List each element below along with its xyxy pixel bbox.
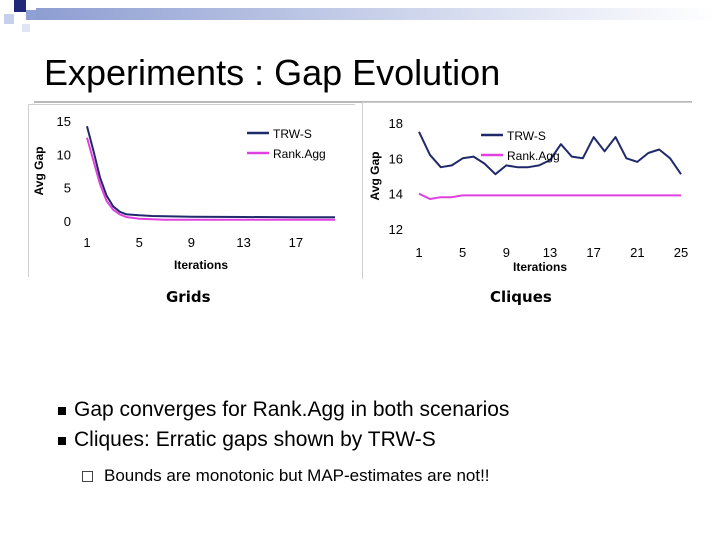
y-tick-label: 16 xyxy=(389,151,403,166)
x-tick-label: 25 xyxy=(674,245,688,260)
y-tick-label: 15 xyxy=(57,114,71,129)
corner-square-mid xyxy=(26,10,36,20)
x-tick-label: 1 xyxy=(83,235,90,250)
grids-chart-container: 0 5 10 15 1 5 9 13 17 Iterations Avg Gap TRW-S Rank.… xyxy=(28,104,355,277)
x-axis-label: Iterations xyxy=(513,260,567,274)
bullet-marker xyxy=(58,437,66,445)
cliques-chart-container: 12 14 16 18 1 5 9 13 17 21 25 Iterations Avg Gap TRW-… xyxy=(362,102,691,279)
x-tick-label: 9 xyxy=(188,235,195,250)
x-tick-label: 5 xyxy=(136,235,143,250)
legend-label: Rank.Agg xyxy=(273,147,326,161)
x-tick-label: 17 xyxy=(289,235,303,250)
series-line-rankagg xyxy=(86,137,335,221)
bullet-text: Gap converges for Rank.Agg in both scena… xyxy=(74,398,510,421)
y-axis-label: Avg Gap xyxy=(368,152,382,201)
x-tick-label: 17 xyxy=(586,245,600,260)
x-tick-label: 13 xyxy=(543,245,557,260)
corner-square-light xyxy=(4,14,14,24)
y-tick-label: 14 xyxy=(389,187,403,202)
x-axis-label: Iterations xyxy=(174,258,228,272)
series-line-trws xyxy=(418,131,682,176)
page-title: Experiments : Gap Evolution xyxy=(44,52,501,93)
series-line-trws xyxy=(86,126,335,219)
x-tick-label: 13 xyxy=(236,235,250,250)
y-tick-label: 0 xyxy=(64,214,71,229)
sub-bullet-text: Bounds are monotonic but MAP-estimates a… xyxy=(104,466,490,485)
y-axis-label: Avg Gap xyxy=(32,147,46,196)
x-tick-label: 21 xyxy=(630,245,644,260)
legend-label: TRW-S xyxy=(273,127,312,141)
corner-square-pale xyxy=(22,24,30,32)
sub-bullet-marker xyxy=(82,471,93,482)
y-tick-label: 12 xyxy=(389,222,403,237)
y-tick-label: 18 xyxy=(389,116,403,131)
x-tick-label: 5 xyxy=(459,245,466,260)
series-line-rankagg xyxy=(418,192,681,200)
cliques-chart: 12 14 16 18 1 5 9 13 17 21 25 Iterations Avg Gap TRW-… xyxy=(368,116,688,274)
legend-label: TRW-S xyxy=(507,129,546,143)
bullet-text: Cliques: Erratic gaps shown by TRW-S xyxy=(74,428,436,451)
bullet-marker xyxy=(58,407,66,415)
corner-square-dark xyxy=(14,0,26,12)
cliques-caption: Cliques xyxy=(490,288,552,306)
x-tick-label: 9 xyxy=(503,245,510,260)
grids-caption: Grids xyxy=(166,288,211,306)
x-tick-label: 1 xyxy=(415,245,422,260)
legend-label: Rank.Agg xyxy=(507,149,560,163)
header-gradient-bar xyxy=(36,8,716,20)
y-tick-label: 5 xyxy=(64,181,71,196)
y-tick-label: 10 xyxy=(57,147,71,162)
